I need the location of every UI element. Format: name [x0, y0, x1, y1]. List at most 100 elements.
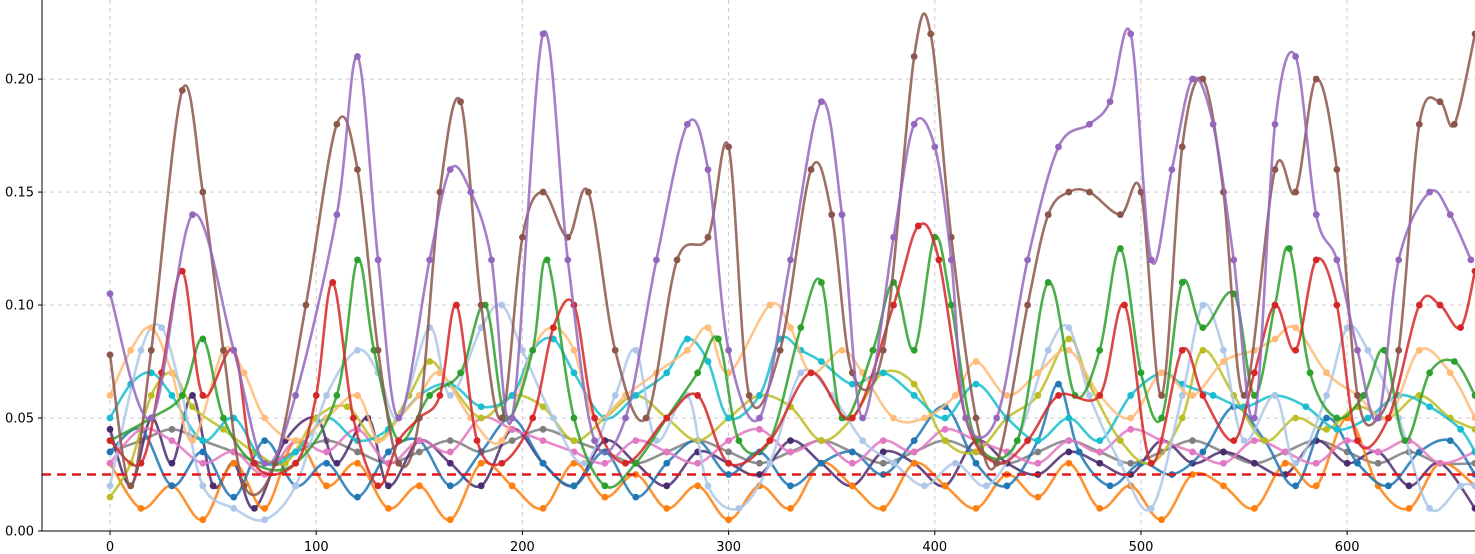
data-point — [1013, 437, 1021, 445]
data-point — [158, 324, 165, 332]
data-point — [1034, 459, 1042, 467]
data-point — [529, 346, 537, 354]
data-point — [725, 414, 733, 422]
data-point — [549, 324, 557, 332]
data-point — [591, 437, 598, 445]
data-point — [890, 459, 897, 467]
x-tick-label: 300 — [716, 540, 741, 554]
data-point — [941, 482, 949, 490]
data-point — [354, 493, 361, 501]
data-point — [549, 414, 557, 422]
data-point — [1471, 267, 1475, 275]
data-point — [1446, 211, 1454, 219]
data-point — [1189, 448, 1196, 456]
data-point — [312, 392, 320, 399]
data-point — [1127, 392, 1135, 399]
data-point — [508, 414, 516, 422]
data-point — [1199, 324, 1207, 332]
data-point — [704, 233, 712, 241]
data-point — [787, 448, 794, 456]
data-point — [106, 482, 114, 490]
data-point — [539, 459, 547, 467]
data-point — [663, 369, 671, 377]
data-point — [766, 459, 774, 467]
y-tick-label: 0.05 — [5, 412, 34, 427]
data-point — [1385, 414, 1392, 422]
data-point — [570, 346, 578, 354]
data-point — [292, 392, 300, 399]
data-point — [199, 459, 207, 467]
data-point — [1127, 459, 1135, 467]
data-point — [859, 437, 867, 445]
data-point — [1189, 471, 1196, 478]
data-point — [374, 437, 382, 445]
data-point — [261, 516, 269, 524]
data-point — [446, 448, 454, 456]
data-point — [910, 380, 918, 388]
data-point — [1312, 75, 1320, 83]
data-point — [1450, 120, 1458, 128]
data-point — [467, 188, 475, 196]
data-point — [473, 437, 481, 445]
data-point — [1220, 358, 1227, 365]
data-point — [477, 482, 485, 490]
data-point — [848, 380, 856, 388]
data-point — [1333, 414, 1341, 422]
data-point — [1189, 437, 1196, 445]
data-point — [354, 53, 361, 60]
data-point — [1333, 425, 1341, 433]
data-point — [189, 437, 196, 445]
data-point — [1426, 188, 1434, 196]
data-point — [1034, 369, 1042, 377]
data-point — [1168, 166, 1176, 173]
data-point — [539, 188, 547, 196]
data-point — [384, 448, 392, 456]
data-point — [261, 414, 269, 422]
data-point — [725, 448, 733, 456]
data-point — [1178, 392, 1186, 399]
data-point — [838, 346, 846, 354]
data-point — [395, 437, 403, 445]
data-point — [302, 301, 310, 309]
data-point — [1096, 392, 1104, 399]
data-point — [1292, 324, 1300, 332]
data-point — [1323, 392, 1330, 399]
data-point — [539, 505, 547, 512]
data-point — [1034, 448, 1042, 456]
data-point — [354, 346, 361, 354]
data-point — [1446, 369, 1454, 377]
data-point — [879, 437, 887, 445]
data-point — [446, 482, 454, 490]
data-point — [910, 120, 918, 128]
data-point — [993, 414, 1001, 422]
data-point — [766, 437, 774, 445]
data-point — [663, 448, 671, 456]
data-point — [1086, 120, 1093, 128]
data-point — [1312, 256, 1320, 264]
data-point — [1354, 392, 1361, 399]
data-point — [1127, 414, 1135, 422]
data-point — [333, 392, 341, 399]
data-point — [508, 482, 516, 490]
data-point — [714, 335, 722, 343]
series — [106, 301, 1475, 524]
data-point — [704, 324, 712, 332]
data-point — [1250, 505, 1258, 512]
data-point — [817, 279, 825, 286]
data-point — [477, 414, 485, 422]
data-point — [106, 448, 114, 456]
data-point — [1065, 324, 1073, 332]
data-point — [776, 346, 784, 354]
data-point — [1086, 188, 1093, 196]
data-point — [457, 98, 464, 106]
data-point — [972, 414, 980, 422]
data-point — [137, 459, 145, 467]
data-point — [199, 448, 207, 456]
data-point — [935, 256, 943, 264]
data-point — [704, 482, 712, 490]
data-point — [106, 414, 114, 422]
data-point — [1292, 414, 1300, 422]
data-point — [725, 437, 733, 445]
data-point — [199, 188, 207, 196]
data-point — [230, 459, 238, 467]
